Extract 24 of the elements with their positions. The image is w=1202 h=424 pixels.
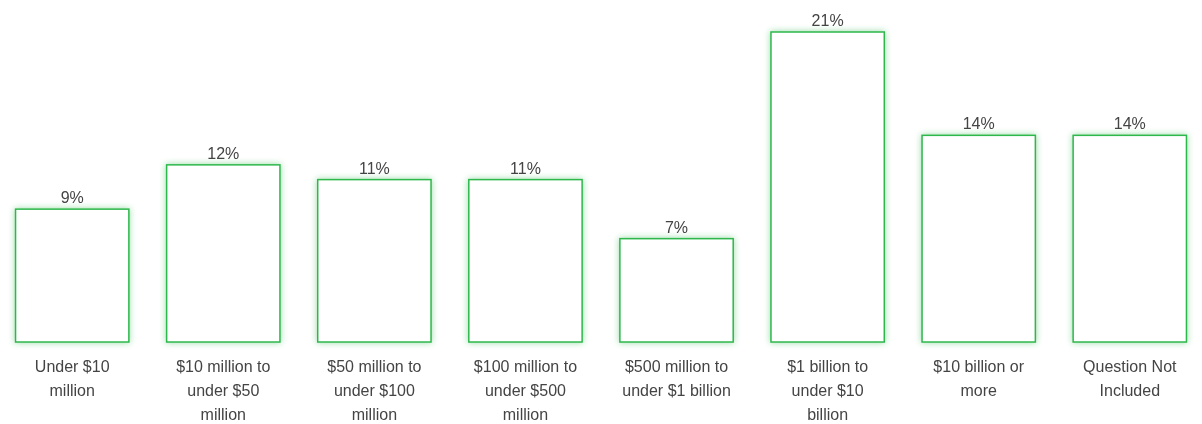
data-label: 11%	[510, 159, 541, 177]
data-label: 21%	[811, 12, 844, 29]
x-tick-label: Under $10 million	[34, 358, 110, 399]
x-tick-label: $100 million to under $500 million	[473, 358, 578, 423]
bar	[619, 237, 734, 343]
bar	[165, 164, 281, 343]
data-label: 9%	[60, 189, 84, 207]
data-label: 14%	[962, 115, 995, 133]
data-label: 12%	[207, 144, 240, 162]
data-label: 11%	[358, 159, 390, 177]
bar	[468, 178, 583, 343]
x-tick-label: $50 million to under $100 million	[327, 358, 422, 423]
x-tick-label: Question Not Included	[1083, 358, 1178, 399]
bar	[316, 178, 432, 343]
x-tick-label: $500 million to under $1 billion	[622, 358, 731, 399]
bar	[921, 134, 1037, 343]
x-tick-label: $10 billion or more	[933, 358, 1025, 399]
bar	[1072, 134, 1188, 343]
data-label: 14%	[1113, 115, 1146, 133]
bar	[770, 31, 886, 343]
x-tick-label: $10 million to under $50 million	[176, 358, 271, 423]
data-label: 7%	[664, 218, 689, 236]
x-tick-label: $1 billion to under $10 billion	[787, 358, 869, 423]
bar	[14, 208, 130, 343]
